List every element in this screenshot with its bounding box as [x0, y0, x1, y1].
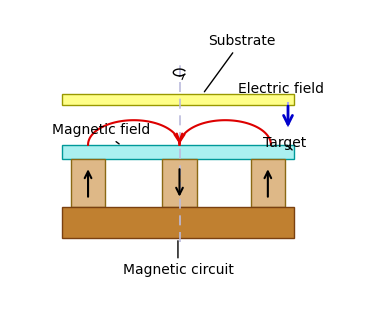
Bar: [251, 159, 285, 207]
Text: Target: Target: [263, 136, 306, 150]
Text: Magnetic circuit: Magnetic circuit: [123, 241, 233, 278]
Bar: [62, 94, 294, 105]
Bar: [71, 159, 105, 207]
Bar: [62, 145, 294, 159]
Text: Magnetic field: Magnetic field: [52, 123, 150, 144]
Bar: [162, 159, 197, 207]
Text: Substrate: Substrate: [204, 34, 275, 92]
Text: Electric field: Electric field: [238, 82, 324, 95]
Bar: [62, 207, 294, 238]
